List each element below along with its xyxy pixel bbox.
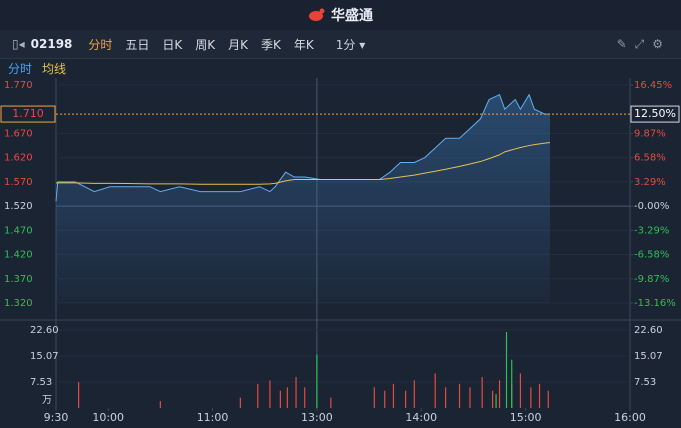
average-line [56, 142, 551, 185]
y-tick-label: 1.370 [4, 274, 33, 285]
tab[interactable]: 季K [261, 37, 281, 52]
y2-tick-label: 16.45% [634, 80, 672, 91]
volume-bar [316, 354, 318, 408]
tab[interactable]: 日K [162, 37, 183, 52]
back-icon[interactable]: ▯◂ [12, 37, 25, 51]
volume-bar [481, 376, 483, 408]
volume-bar [519, 373, 522, 408]
volume-bar [498, 380, 501, 408]
app-header: 华盛通 [0, 0, 681, 30]
x-tick-label: 15:00 [510, 411, 542, 424]
volume-bar [434, 373, 436, 408]
volume-unit: 万 [42, 395, 52, 406]
y-tick-label: 1.520 [4, 201, 33, 212]
y-tick-label: 22.60 [30, 325, 59, 336]
y2-tick-label: 7.53 [634, 377, 656, 388]
sub-toolbar: 分时 均线 [0, 59, 681, 78]
y2-tick-label: -0.00% [634, 201, 669, 212]
volume-bar [257, 383, 259, 408]
current-change-label: 12.50% [634, 107, 676, 120]
volume-bar [511, 383, 513, 408]
volume-bar [392, 383, 395, 408]
y2-tick-label: -9.87% [634, 274, 669, 285]
volume-bar [445, 387, 447, 408]
sub-item[interactable]: 均线 [42, 62, 67, 76]
volume-bar [505, 332, 508, 408]
tab[interactable]: 月K [228, 37, 249, 52]
y-tick-label: 15.07 [30, 351, 59, 362]
current-price-label: 1.710 [12, 107, 44, 120]
y2-tick-label: 6.58% [634, 153, 666, 164]
price-area [56, 94, 550, 303]
volume-bar [495, 394, 497, 408]
volume-bar [491, 390, 494, 408]
interval-select[interactable]: 1分 ▾ [335, 37, 366, 52]
tool-icons[interactable]: ✎⤢⚙ [616, 36, 671, 51]
x-tick-label: 10:00 [92, 411, 124, 424]
x-tick-label: 14:00 [405, 411, 437, 424]
y-tick-label: 7.53 [30, 377, 52, 388]
volume-bar [511, 359, 513, 408]
y2-tick-label: -3.29% [634, 225, 669, 236]
tab[interactable]: 年K [293, 37, 314, 52]
y2-tick-label: 15.07 [634, 351, 663, 362]
current-price-box [0, 105, 56, 123]
y2-tick-label: 22.60 [634, 325, 663, 336]
volume-bar [530, 387, 532, 408]
y-tick-label: 1.770 [4, 80, 33, 91]
volume-bar [279, 390, 281, 408]
logo [309, 8, 325, 21]
volume-bar [78, 382, 80, 408]
volume-bar [330, 397, 332, 408]
volume-bar [373, 387, 375, 408]
y2-tick-label: 3.29% [634, 177, 666, 188]
y-tick-label: 1.320 [4, 298, 33, 309]
volume-bar [384, 390, 386, 408]
volume-bar [304, 387, 306, 408]
volume-bar [413, 380, 415, 408]
x-tick-label: 13:00 [301, 411, 333, 424]
toolbar: ▯◂ 02198 分时 五日 日K 周K 月K 季K 年K 1分 ▾ ✎⤢⚙ [0, 30, 681, 59]
tab[interactable]: 分时 [88, 37, 113, 52]
volume-bar [547, 390, 549, 408]
volume-bar [469, 387, 471, 408]
interval: 1分 [335, 37, 356, 52]
y-tick-label: 1.570 [4, 177, 33, 188]
volume-bar [239, 397, 241, 408]
volume-bar [458, 383, 461, 408]
tab[interactable]: 周K [195, 37, 216, 52]
x-tick-label: 16:00 [614, 411, 646, 424]
y-tick-label: 1.670 [4, 128, 33, 139]
y-tick-label: 1.620 [4, 153, 33, 164]
stock-code: 02198 [30, 37, 73, 51]
price-line [55, 93, 550, 202]
volume-bar [405, 390, 407, 408]
y2-tick-label: -13.16% [634, 298, 676, 309]
x-tick-label: 9:30 [44, 411, 69, 424]
volume-bar [286, 387, 288, 408]
volume-bar [538, 383, 541, 408]
app-title: 华盛通 [331, 8, 373, 24]
x-tick-label: 11:00 [197, 411, 229, 424]
y2-tick-label: 9.87% [634, 128, 666, 139]
y2-tick-label: -6.58% [634, 250, 669, 261]
y-tick-label: 1.420 [4, 250, 33, 261]
volume-bar [295, 376, 297, 408]
current-change-box [630, 105, 680, 123]
tab[interactable]: 五日 [125, 37, 150, 52]
y-tick-label: 1.470 [4, 225, 33, 236]
sub-item[interactable]: 分时 [8, 62, 33, 76]
volume-bar [269, 380, 271, 408]
volume-bar [159, 401, 161, 408]
